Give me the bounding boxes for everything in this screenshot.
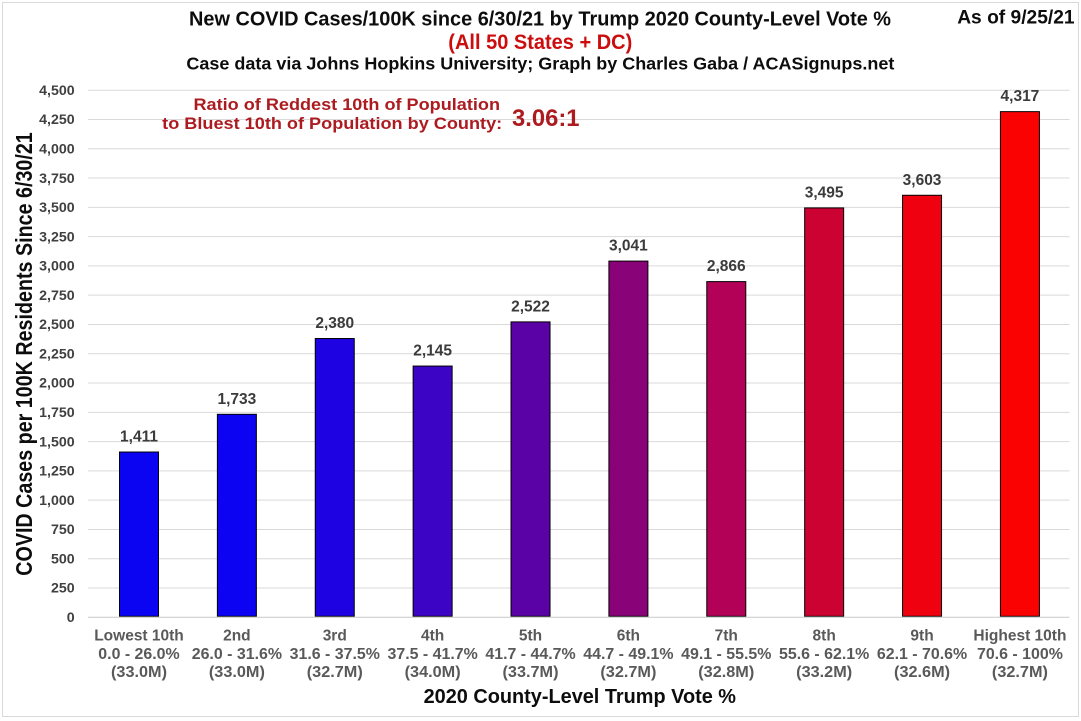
svg-text:(33.2M): (33.2M) bbox=[796, 664, 852, 681]
svg-text:3,603: 3,603 bbox=[903, 172, 942, 189]
svg-text:2,250: 2,250 bbox=[39, 346, 75, 362]
svg-text:41.7 - 44.7%: 41.7 - 44.7% bbox=[485, 646, 576, 663]
svg-text:0.0 - 26.0%: 0.0 - 26.0% bbox=[98, 646, 180, 663]
svg-text:31.6 - 37.5%: 31.6 - 37.5% bbox=[290, 646, 381, 663]
svg-text:1,411: 1,411 bbox=[120, 429, 158, 446]
svg-text:1,000: 1,000 bbox=[39, 493, 75, 509]
svg-text:(34.0M): (34.0M) bbox=[405, 664, 461, 681]
svg-text:4,317: 4,317 bbox=[1001, 88, 1040, 105]
svg-text:Ratio of Reddest 10th of Popul: Ratio of Reddest 10th of Population bbox=[194, 96, 501, 114]
svg-text:37.5 - 41.7%: 37.5 - 41.7% bbox=[387, 646, 478, 663]
svg-text:3,041: 3,041 bbox=[609, 238, 648, 255]
svg-text:49.1 - 55.5%: 49.1 - 55.5% bbox=[681, 646, 772, 663]
svg-text:(32.7M): (32.7M) bbox=[600, 664, 656, 681]
svg-text:2,000: 2,000 bbox=[39, 376, 75, 392]
svg-text:(32.7M): (32.7M) bbox=[992, 664, 1048, 681]
svg-text:5th: 5th bbox=[519, 627, 542, 644]
svg-text:Lowest 10th: Lowest 10th bbox=[94, 627, 184, 644]
svg-text:2,866: 2,866 bbox=[707, 258, 746, 275]
svg-text:2,500: 2,500 bbox=[39, 317, 75, 333]
svg-text:62.1 - 70.6%: 62.1 - 70.6% bbox=[877, 646, 968, 663]
svg-text:9th: 9th bbox=[910, 627, 933, 644]
svg-text:(32.8M): (32.8M) bbox=[698, 664, 754, 681]
svg-text:70.6 - 100%: 70.6 - 100% bbox=[977, 646, 1063, 663]
svg-text:2nd: 2nd bbox=[223, 627, 251, 644]
svg-text:500: 500 bbox=[51, 551, 75, 567]
svg-text:44.7 - 49.1%: 44.7 - 49.1% bbox=[583, 646, 674, 663]
svg-text:8th: 8th bbox=[813, 627, 836, 644]
svg-text:COVID Cases per 100K Residents: COVID Cases per 100K Residents Since 6/3… bbox=[11, 132, 37, 576]
svg-text:3,750: 3,750 bbox=[39, 171, 75, 187]
svg-text:6th: 6th bbox=[617, 627, 640, 644]
svg-text:3,495: 3,495 bbox=[805, 184, 844, 201]
svg-text:(All 50 States + DC): (All 50 States + DC) bbox=[448, 30, 632, 54]
svg-text:2,380: 2,380 bbox=[315, 315, 354, 332]
svg-text:1,733: 1,733 bbox=[217, 391, 256, 408]
svg-text:4,500: 4,500 bbox=[39, 83, 75, 99]
svg-text:0: 0 bbox=[67, 610, 75, 626]
svg-text:Case data via Johns Hopkins Un: Case data via Johns Hopkins University; … bbox=[186, 54, 894, 74]
svg-text:3,000: 3,000 bbox=[39, 259, 75, 275]
svg-text:(33.0M): (33.0M) bbox=[111, 664, 167, 681]
svg-text:750: 750 bbox=[51, 522, 75, 538]
svg-text:26.0 - 31.6%: 26.0 - 31.6% bbox=[192, 646, 283, 663]
svg-text:to Bluest 10th of Population b: to Bluest 10th of Population by County: bbox=[162, 115, 502, 133]
svg-text:New COVID Cases/100K since 6/3: New COVID Cases/100K since 6/30/21 by Tr… bbox=[189, 8, 891, 31]
svg-text:3.06:1: 3.06:1 bbox=[512, 105, 579, 132]
svg-text:1,250: 1,250 bbox=[39, 464, 75, 480]
svg-text:55.6 - 62.1%: 55.6 - 62.1% bbox=[779, 646, 870, 663]
svg-text:(32.7M): (32.7M) bbox=[307, 664, 363, 681]
svg-text:As of 9/25/21: As of 9/25/21 bbox=[957, 6, 1075, 28]
svg-text:2,522: 2,522 bbox=[511, 298, 550, 315]
svg-text:4,250: 4,250 bbox=[39, 112, 75, 128]
svg-text:2,750: 2,750 bbox=[39, 288, 75, 304]
svg-text:(33.7M): (33.7M) bbox=[503, 664, 559, 681]
svg-text:2020 County-Level Trump Vote %: 2020 County-Level Trump Vote % bbox=[424, 685, 736, 708]
svg-text:7th: 7th bbox=[715, 627, 738, 644]
svg-text:(33.0M): (33.0M) bbox=[209, 664, 265, 681]
svg-text:4th: 4th bbox=[421, 627, 444, 644]
svg-text:4,000: 4,000 bbox=[39, 141, 75, 157]
svg-text:1,750: 1,750 bbox=[39, 405, 75, 421]
svg-text:Highest 10th: Highest 10th bbox=[973, 627, 1066, 644]
svg-text:250: 250 bbox=[51, 581, 75, 597]
svg-text:3,500: 3,500 bbox=[39, 200, 75, 216]
svg-text:(32.6M): (32.6M) bbox=[894, 664, 950, 681]
svg-text:3,250: 3,250 bbox=[39, 229, 75, 245]
svg-text:1,500: 1,500 bbox=[39, 434, 75, 450]
svg-text:3rd: 3rd bbox=[323, 627, 347, 644]
svg-text:2,145: 2,145 bbox=[413, 343, 452, 360]
